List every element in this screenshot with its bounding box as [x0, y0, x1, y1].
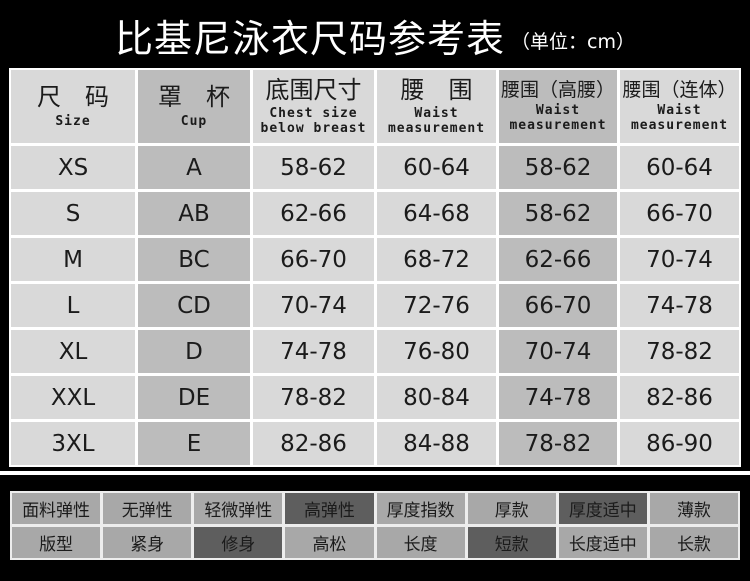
measurement-cell: 60-64 [620, 146, 739, 189]
attribute-cell-selected: 短款 [467, 527, 556, 558]
column-header-en: Chest size below breast [260, 106, 367, 137]
measurement-cell: 64-68 [377, 192, 496, 235]
measurement-cell: 62-66 [253, 192, 374, 235]
cup-cell: AB [138, 192, 250, 235]
column-header-en: Waist measurement [630, 103, 729, 134]
column-header-zh: 腰围（高腰） [500, 78, 615, 101]
size-cell: XS [11, 146, 135, 189]
measurement-cell: 74-78 [620, 284, 739, 327]
size-cell: L [11, 284, 135, 327]
column-header-cell: 罩 杯 Cup [138, 70, 250, 143]
cup-cell: CD [138, 284, 250, 327]
divider-line [0, 471, 750, 475]
cup-cell: A [138, 146, 250, 189]
measurement-cell: 70-74 [499, 330, 617, 373]
attribute-cell: 长度适中 [558, 527, 647, 558]
column-header-zh: 腰围（连体） [622, 78, 737, 101]
size-cell: S [11, 192, 135, 235]
measurement-cell: 66-70 [499, 284, 617, 327]
size-cell: 3XL [11, 422, 135, 465]
measurement-cell: 66-70 [253, 238, 374, 281]
column-header-en: Waist measurement [387, 106, 486, 137]
attribute-cell-selected: 厚度适中 [558, 493, 647, 524]
measurement-cell: 84-88 [377, 422, 496, 465]
measurement-cell: 86-90 [620, 422, 739, 465]
attribute-cell: 无弹性 [103, 493, 192, 524]
column-header-en: Size [55, 113, 91, 129]
attribute-cell: 薄款 [649, 493, 738, 524]
attribute-cell: 面料弹性 [12, 493, 101, 524]
attribute-cell: 紧身 [103, 527, 192, 558]
measurement-cell: 72-76 [377, 284, 496, 327]
column-header-cell: 腰 围 Waist measurement [377, 70, 496, 143]
measurement-cell: 76-80 [377, 330, 496, 373]
size-cell: XL [11, 330, 135, 373]
column-header-cell: 腰围（高腰） Waist measurement [499, 70, 617, 143]
measurement-cell: 60-64 [377, 146, 496, 189]
cup-cell: DE [138, 376, 250, 419]
page-title-unit: （单位：cm） [511, 30, 635, 53]
column-header-en: Cup [180, 113, 208, 129]
measurement-cell: 66-70 [620, 192, 739, 235]
column-header-zh: 腰 围 [400, 75, 473, 104]
measurement-cell: 80-84 [377, 376, 496, 419]
column-header-zh: 罩 杯 [158, 83, 230, 112]
cup-cell: E [138, 422, 250, 465]
column-header-zh: 尺 码 [37, 83, 109, 112]
column-header-cell: 底围尺寸 Chest size below breast [253, 70, 374, 143]
size-cell: M [11, 238, 135, 281]
attribute-cell: 厚度指数 [376, 493, 465, 524]
measurement-cell: 58-62 [253, 146, 374, 189]
fabric-attributes-grid: 面料弹性 无弹性 轻微弹性 高弹性 厚度指数 厚款 厚度适中 薄款版型 紧身 修身 高松 长度 短款 长度… [10, 491, 740, 560]
measurement-cell: 78-82 [620, 330, 739, 373]
size-cell: XXL [11, 376, 135, 419]
column-header-zh: 底围尺寸 [265, 75, 362, 104]
attribute-cell-selected: 高弹性 [285, 493, 374, 524]
measurement-cell: 62-66 [499, 238, 617, 281]
attribute-cell: 高松 [285, 527, 374, 558]
size-reference-table: 尺 码 Size 罩 杯 Cup 底围尺寸 Chest size below breast… [9, 68, 741, 467]
attribute-cell-selected: 修身 [194, 527, 283, 558]
column-header-en: Waist measurement [509, 103, 607, 134]
column-header-cell: 尺 码 Size [11, 70, 135, 143]
cup-cell: BC [138, 238, 250, 281]
measurement-cell: 74-78 [499, 376, 617, 419]
measurement-cell: 78-82 [499, 422, 617, 465]
page-title-text: 比基尼泳衣尺码参考表 [115, 16, 506, 61]
measurement-cell: 58-62 [499, 192, 617, 235]
measurement-cell: 82-86 [253, 422, 374, 465]
measurement-cell: 74-78 [253, 330, 374, 373]
cup-cell: D [138, 330, 250, 373]
page-title: 比基尼泳衣尺码参考表 （单位：cm） [0, 6, 750, 64]
measurement-cell: 82-86 [620, 376, 739, 419]
attribute-cell: 轻微弹性 [194, 493, 283, 524]
column-header-cell: 腰围（连体） Waist measurement [620, 70, 739, 143]
attribute-cell: 长款 [649, 527, 738, 558]
measurement-cell: 70-74 [620, 238, 739, 281]
attribute-cell: 长度 [376, 527, 465, 558]
measurement-cell: 70-74 [253, 284, 374, 327]
measurement-cell: 68-72 [377, 238, 496, 281]
measurement-cell: 78-82 [253, 376, 374, 419]
attribute-cell: 版型 [12, 527, 101, 558]
attribute-cell: 厚款 [467, 493, 556, 524]
measurement-cell: 58-62 [499, 146, 617, 189]
